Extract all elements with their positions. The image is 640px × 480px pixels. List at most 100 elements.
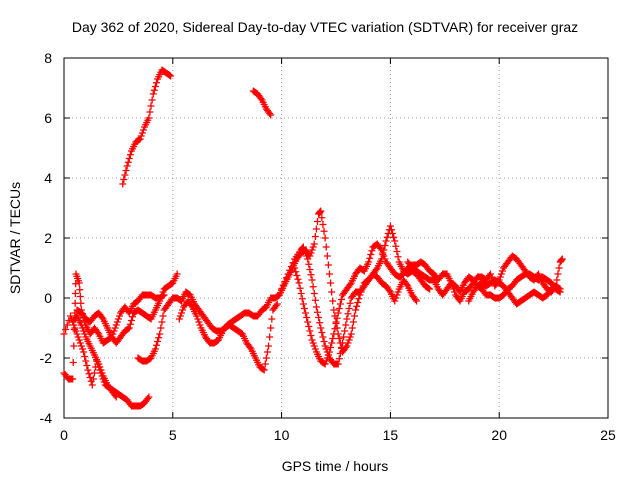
data-point: [151, 345, 159, 353]
data-point: [372, 266, 380, 273]
data-point: [381, 255, 389, 263]
data-point: [299, 243, 307, 251]
data-point: [71, 290, 79, 297]
data-point: [403, 281, 411, 288]
data-point: [355, 295, 363, 303]
data-point: [76, 293, 84, 300]
data-point: [367, 251, 375, 258]
data-point: [329, 335, 337, 342]
data-point: [138, 129, 146, 137]
data-point: [299, 300, 307, 308]
data-point: [145, 114, 153, 122]
data-point: [193, 312, 201, 320]
data-point: [335, 335, 343, 342]
data-point: [279, 281, 287, 289]
data-point: [86, 374, 94, 381]
data-point: [272, 302, 280, 309]
data-point: [382, 237, 390, 245]
data-point: [85, 370, 93, 378]
data-point: [63, 321, 71, 329]
data-point: [98, 369, 106, 377]
tick-labels: 0 5 10 15 20 25 -4 -2 0 2 4 6 8: [40, 50, 616, 443]
data-point: [137, 132, 145, 140]
data-point: [308, 276, 316, 284]
data-point: [310, 290, 318, 297]
series-arc-b: [249, 87, 275, 119]
data-point: [261, 360, 269, 368]
data-point: [333, 314, 341, 322]
data-point: [173, 270, 181, 278]
data-point: [324, 261, 332, 269]
data-point: [167, 72, 175, 80]
data-point: [554, 270, 562, 278]
data-point: [330, 330, 338, 338]
data-point: [343, 315, 351, 323]
data-point: [152, 341, 160, 349]
data-point: [72, 327, 80, 335]
data-point: [346, 299, 354, 307]
data-point: [158, 291, 166, 299]
data-point: [166, 71, 174, 79]
data-point: [282, 274, 290, 282]
data-point: [126, 151, 134, 159]
x-tick-label: 25: [600, 427, 616, 443]
x-tick-label: 20: [491, 427, 507, 443]
data-point: [496, 273, 504, 281]
data-point: [391, 237, 399, 245]
data-point: [112, 393, 120, 401]
data-point: [304, 318, 312, 326]
data-point: [323, 252, 331, 260]
data-point: [88, 381, 96, 389]
data-point: [322, 357, 330, 365]
data-point: [126, 320, 134, 328]
data-point: [196, 321, 204, 329]
axes: [63, 57, 609, 419]
data-point: [150, 86, 158, 94]
data-point: [75, 279, 83, 287]
data-point: [378, 246, 386, 254]
data-point: [318, 329, 326, 336]
data-point: [75, 336, 83, 344]
series-arc-l: [465, 276, 564, 308]
data-point: [392, 294, 400, 302]
data-point: [121, 171, 129, 179]
data-point: [309, 339, 317, 347]
data-point: [314, 218, 322, 225]
data-point: [311, 296, 319, 304]
data-point: [297, 290, 305, 297]
data-point: [322, 243, 330, 251]
data-point: [353, 302, 361, 310]
data-point: [393, 291, 401, 299]
data-point: [379, 249, 387, 257]
data-point: [286, 266, 294, 274]
data-point: [74, 333, 82, 341]
y-tick-label: 8: [44, 50, 52, 66]
data-point: [555, 284, 563, 292]
data-point: [324, 351, 332, 359]
data-point: [291, 264, 299, 272]
data-point: [342, 321, 350, 329]
data-point: [296, 284, 304, 292]
data-point: [486, 270, 494, 278]
data-point: [377, 245, 385, 252]
data-point: [303, 314, 311, 321]
y-tick-label: 4: [44, 170, 52, 186]
data-point: [82, 357, 90, 365]
data-point: [125, 155, 133, 162]
data-point: [424, 284, 432, 292]
data-point: [321, 342, 329, 350]
data-point: [354, 299, 362, 306]
data-point: [77, 342, 85, 350]
data-point: [195, 318, 203, 326]
data-point: [114, 315, 122, 323]
data-point: [336, 350, 344, 357]
data-point: [303, 252, 311, 260]
x-axis-label: GPS time / hours: [282, 458, 389, 474]
data-point: [176, 312, 184, 320]
data-point: [342, 344, 350, 351]
data-point: [156, 297, 164, 305]
data-point: [123, 162, 131, 170]
data-point: [281, 278, 289, 285]
data-point: [352, 306, 360, 314]
data-point: [344, 310, 352, 318]
